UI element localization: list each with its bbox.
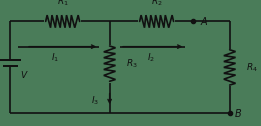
Text: $I_2$: $I_2$ xyxy=(147,52,155,64)
Text: $R_4$: $R_4$ xyxy=(246,61,258,74)
Text: $R_3$: $R_3$ xyxy=(126,57,138,70)
Text: $A$: $A$ xyxy=(200,15,208,27)
Text: $V$: $V$ xyxy=(20,69,29,80)
Text: $I_1$: $I_1$ xyxy=(51,52,59,64)
Text: $R_1$: $R_1$ xyxy=(57,0,69,8)
Text: $B$: $B$ xyxy=(234,107,242,119)
Text: $I_3$: $I_3$ xyxy=(91,94,99,107)
Text: $R_2$: $R_2$ xyxy=(151,0,162,8)
